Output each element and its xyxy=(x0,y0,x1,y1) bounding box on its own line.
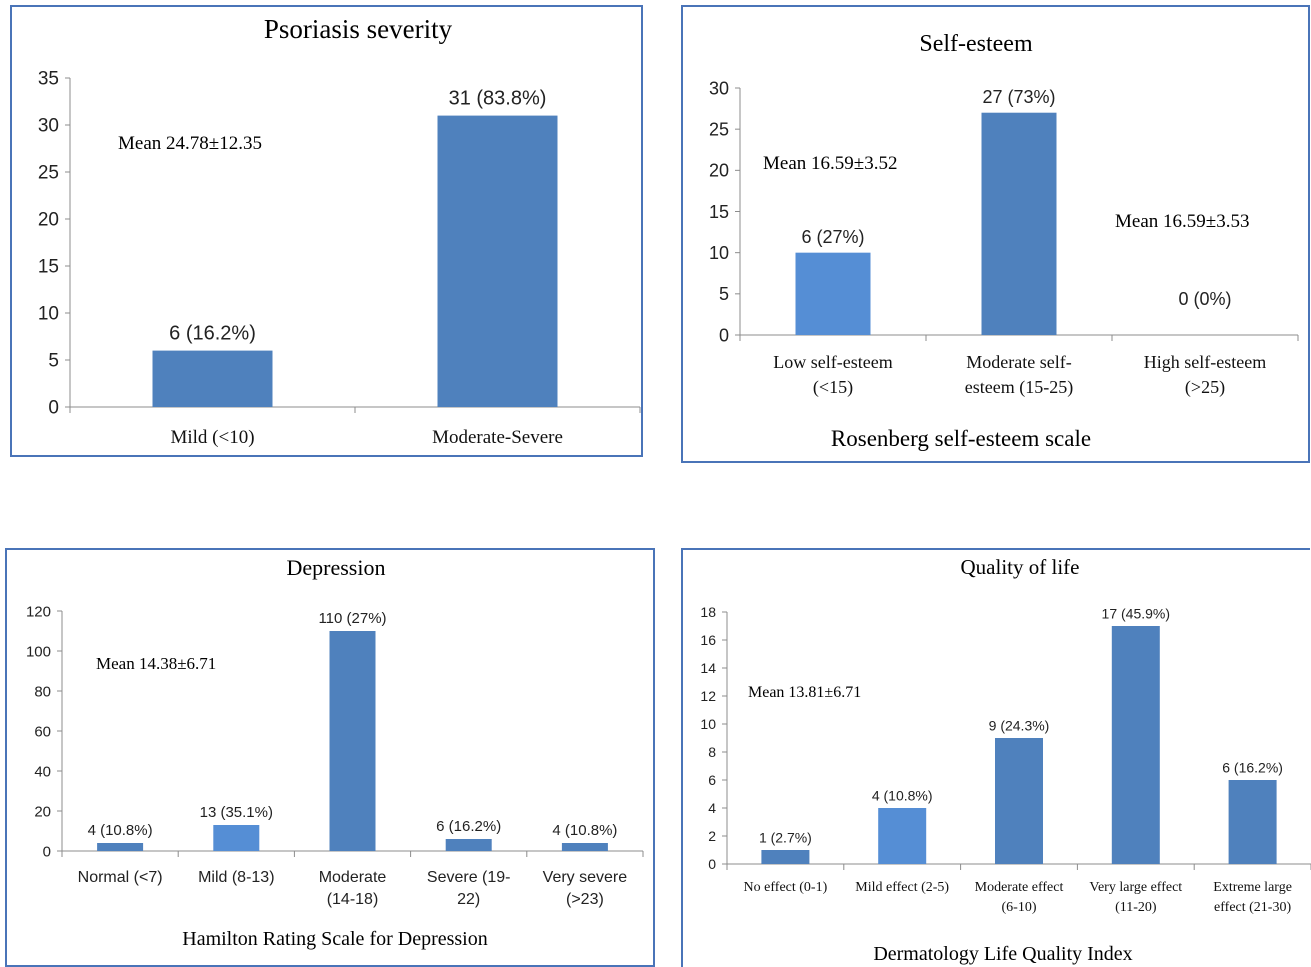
x-tick-label: Low self-esteem xyxy=(773,352,892,372)
y-tick-label: 20 xyxy=(34,803,51,820)
data-label: 6 (16.2%) xyxy=(169,323,256,345)
y-tick-label: 60 xyxy=(34,723,51,740)
x-tick-label: (6-10) xyxy=(1002,900,1037,915)
y-tick-label: 0 xyxy=(708,856,716,872)
y-tick-label: 30 xyxy=(38,116,59,137)
bar xyxy=(795,252,871,335)
x-axis-title: Rosenberg self-esteem scale xyxy=(831,426,1091,451)
x-tick-label: Moderate xyxy=(319,869,387,886)
data-label: 0 (0%) xyxy=(1178,289,1231,309)
y-tick-label: 2 xyxy=(708,828,716,844)
bar xyxy=(445,839,492,851)
chart-title: Psoriasis severity xyxy=(264,14,453,44)
y-tick-label: 25 xyxy=(38,163,59,184)
data-label: 27 (73%) xyxy=(982,87,1055,107)
y-tick-label: 30 xyxy=(709,78,729,98)
y-tick-label: 4 xyxy=(708,800,716,816)
x-tick-label: Moderate effect xyxy=(975,880,1064,895)
x-tick-label: esteem (15-25) xyxy=(965,377,1073,398)
y-tick-label: 18 xyxy=(700,604,716,620)
data-label: 17 (45.9%) xyxy=(1102,605,1170,621)
y-tick-label: 10 xyxy=(709,243,729,263)
data-label: 4 (10.8%) xyxy=(88,822,153,839)
bar xyxy=(761,850,810,864)
y-tick-label: 14 xyxy=(700,660,716,676)
y-tick-label: 12 xyxy=(700,688,716,704)
chart-title: Self-esteem xyxy=(919,31,1033,57)
data-label: 6 (16.2%) xyxy=(436,818,501,835)
y-tick-label: 0 xyxy=(43,843,51,860)
x-tick-label: Very severe xyxy=(543,869,628,886)
x-tick-label: 22) xyxy=(457,891,480,908)
x-tick-label: Severe (19- xyxy=(427,869,511,886)
y-tick-label: 8 xyxy=(708,744,716,760)
bar xyxy=(213,825,260,851)
bar xyxy=(437,115,558,407)
annotation-mean: Mean 24.78±12.35 xyxy=(118,133,262,154)
data-label: 1 (2.7%) xyxy=(759,829,812,845)
y-tick-label: 5 xyxy=(48,351,59,372)
x-tick-label: (14-18) xyxy=(327,891,379,908)
y-tick-label: 40 xyxy=(34,763,51,780)
data-label: 31 (83.8%) xyxy=(449,88,547,110)
y-tick-label: 35 xyxy=(38,69,59,90)
y-tick-label: 15 xyxy=(38,257,59,278)
y-tick-label: 5 xyxy=(719,284,729,304)
data-label: 110 (27%) xyxy=(318,610,386,627)
chart-title: Quality of life xyxy=(961,555,1080,579)
x-axis-title: Hamilton Rating Scale for Depression xyxy=(182,928,488,950)
annotation-mean: Mean 14.38±6.71 xyxy=(96,654,216,673)
x-tick-label: (>25) xyxy=(1185,377,1225,398)
bar xyxy=(1228,780,1277,864)
x-tick-label: Normal (<7) xyxy=(78,869,163,886)
y-tick-label: 15 xyxy=(709,202,729,222)
data-label: 6 (16.2%) xyxy=(1222,759,1283,775)
data-label: 13 (35.1%) xyxy=(200,804,273,821)
x-tick-label: Extreme large xyxy=(1213,880,1292,895)
x-tick-label: Very large effect xyxy=(1089,880,1182,895)
y-tick-label: 20 xyxy=(38,210,59,231)
x-tick-label: (<15) xyxy=(813,377,853,398)
x-tick-label: (11-20) xyxy=(1115,900,1157,915)
data-label: 6 (27%) xyxy=(801,227,864,247)
bar xyxy=(878,808,927,864)
x-tick-label: effect (21-30) xyxy=(1214,900,1291,915)
x-tick-label: Mild (8-13) xyxy=(198,869,274,886)
y-tick-label: 25 xyxy=(709,119,729,139)
bar xyxy=(152,350,273,407)
annotation-mean: Mean 16.59±3.53 xyxy=(1115,211,1249,232)
y-tick-label: 10 xyxy=(38,304,59,325)
y-tick-label: 6 xyxy=(708,772,716,788)
x-tick-label: Moderate self- xyxy=(966,352,1071,372)
x-tick-label: (>23) xyxy=(566,891,604,908)
y-tick-label: 0 xyxy=(719,325,729,345)
bar xyxy=(561,843,608,851)
data-label: 4 (10.8%) xyxy=(872,787,933,803)
y-tick-label: 16 xyxy=(700,632,716,648)
y-tick-label: 0 xyxy=(48,398,59,419)
data-label: 4 (10.8%) xyxy=(552,822,617,839)
y-tick-label: 80 xyxy=(34,683,51,700)
x-axis-title: Dermatology Life Quality Index xyxy=(873,943,1132,965)
x-tick-label: Mild effect (2-5) xyxy=(855,880,949,895)
y-tick-label: 100 xyxy=(26,643,51,660)
y-tick-label: 20 xyxy=(709,161,729,181)
bar xyxy=(329,631,376,851)
annotation-mean: Mean 13.81±6.71 xyxy=(748,684,861,701)
x-tick-label: Moderate-Severe xyxy=(432,427,563,448)
data-label: 9 (24.3%) xyxy=(989,717,1050,733)
y-tick-label: 120 xyxy=(26,603,51,620)
y-tick-label: 10 xyxy=(700,716,716,732)
bar xyxy=(97,843,144,851)
annotation-mean: Mean 16.59±3.52 xyxy=(763,153,897,174)
bar xyxy=(1111,626,1160,864)
x-tick-label: No effect (0-1) xyxy=(744,880,828,895)
bar xyxy=(981,112,1057,335)
x-tick-label: Mild (<10) xyxy=(170,427,254,448)
chart-title: Depression xyxy=(287,555,386,580)
x-tick-label: High self-esteem xyxy=(1144,352,1266,372)
bar xyxy=(995,738,1043,864)
